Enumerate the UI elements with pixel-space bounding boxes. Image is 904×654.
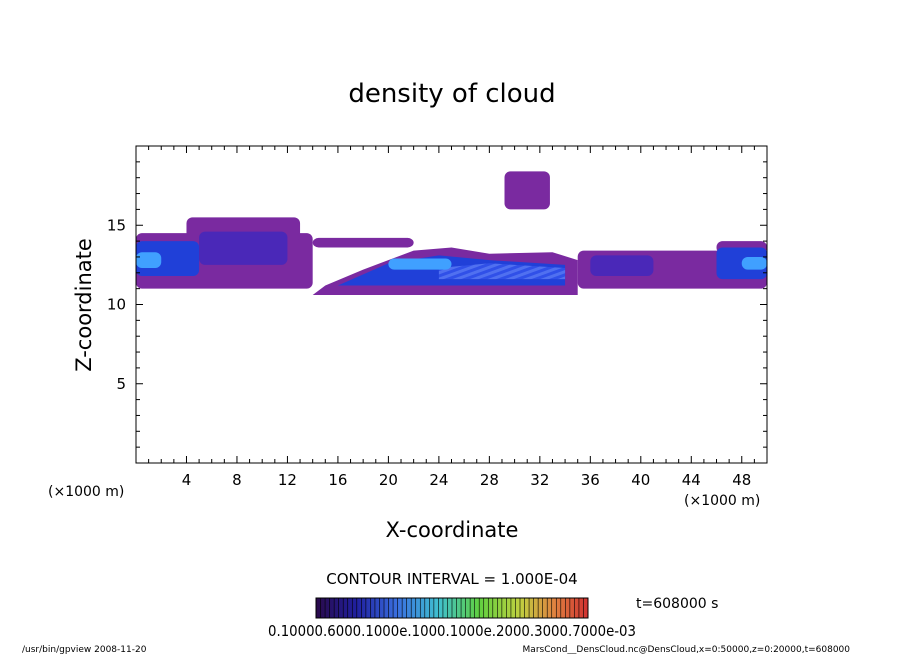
y-tick-label: 15 — [107, 216, 126, 234]
x-tick-label: 20 — [379, 471, 398, 489]
contour-interval: CONTOUR INTERVAL = 1.000E-04 — [326, 570, 577, 588]
y-tick-label: 10 — [107, 296, 126, 314]
cloud-right-highlight — [741, 256, 767, 270]
x-tick-label: 24 — [429, 471, 448, 489]
colorbar-tick-labels: 0.10000.6000.1000e.1000.1000e.2000.3000.… — [268, 622, 636, 640]
colorbar-divisions — [320, 598, 584, 618]
x-tick-label: 12 — [278, 471, 297, 489]
x-tick-label: 48 — [732, 471, 751, 489]
footer-left: /usr/bin/gpview 2008-11-20 — [22, 645, 147, 654]
x-tick-label: 4 — [182, 471, 192, 489]
cloud-central-highlight — [388, 258, 452, 270]
x-axis: 4 8 12 16 20 24 28 32 36 40 44 48 — [148, 146, 755, 489]
x-tick-label: 32 — [530, 471, 549, 489]
y-tick-label: 5 — [116, 375, 126, 393]
x-tick-label: 8 — [232, 471, 242, 489]
x-tick-label: 28 — [480, 471, 499, 489]
y-axis-label: Z-coordinate — [72, 238, 96, 372]
cloud-left-mid — [199, 231, 288, 265]
x-tick-label: 16 — [328, 471, 347, 489]
plot-frame — [135, 145, 768, 464]
cloud-central-streaks — [438, 263, 566, 280]
x-tick-label: 40 — [631, 471, 650, 489]
x-tick-label: 44 — [682, 471, 701, 489]
cloud-field — [136, 171, 767, 295]
y-axis: 5 10 15 — [107, 161, 767, 448]
x-axis-label: X-coordinate — [386, 518, 519, 542]
x-unit-right: (×1000 m) — [684, 493, 760, 509]
time-label: t=608000 s — [636, 596, 718, 612]
x-unit-left: (×1000 m) — [48, 484, 124, 500]
cloud-left-highlight — [136, 252, 162, 269]
cloud-right-mid — [590, 255, 654, 276]
cloud-upper-patch — [504, 171, 550, 210]
x-tick-label: 36 — [581, 471, 600, 489]
footer-right: MarsCond__DensCloud.nc@DensCloud,x=0:500… — [523, 645, 851, 654]
chart-title: density of cloud — [348, 79, 555, 109]
cloud-left-tail — [312, 237, 414, 248]
